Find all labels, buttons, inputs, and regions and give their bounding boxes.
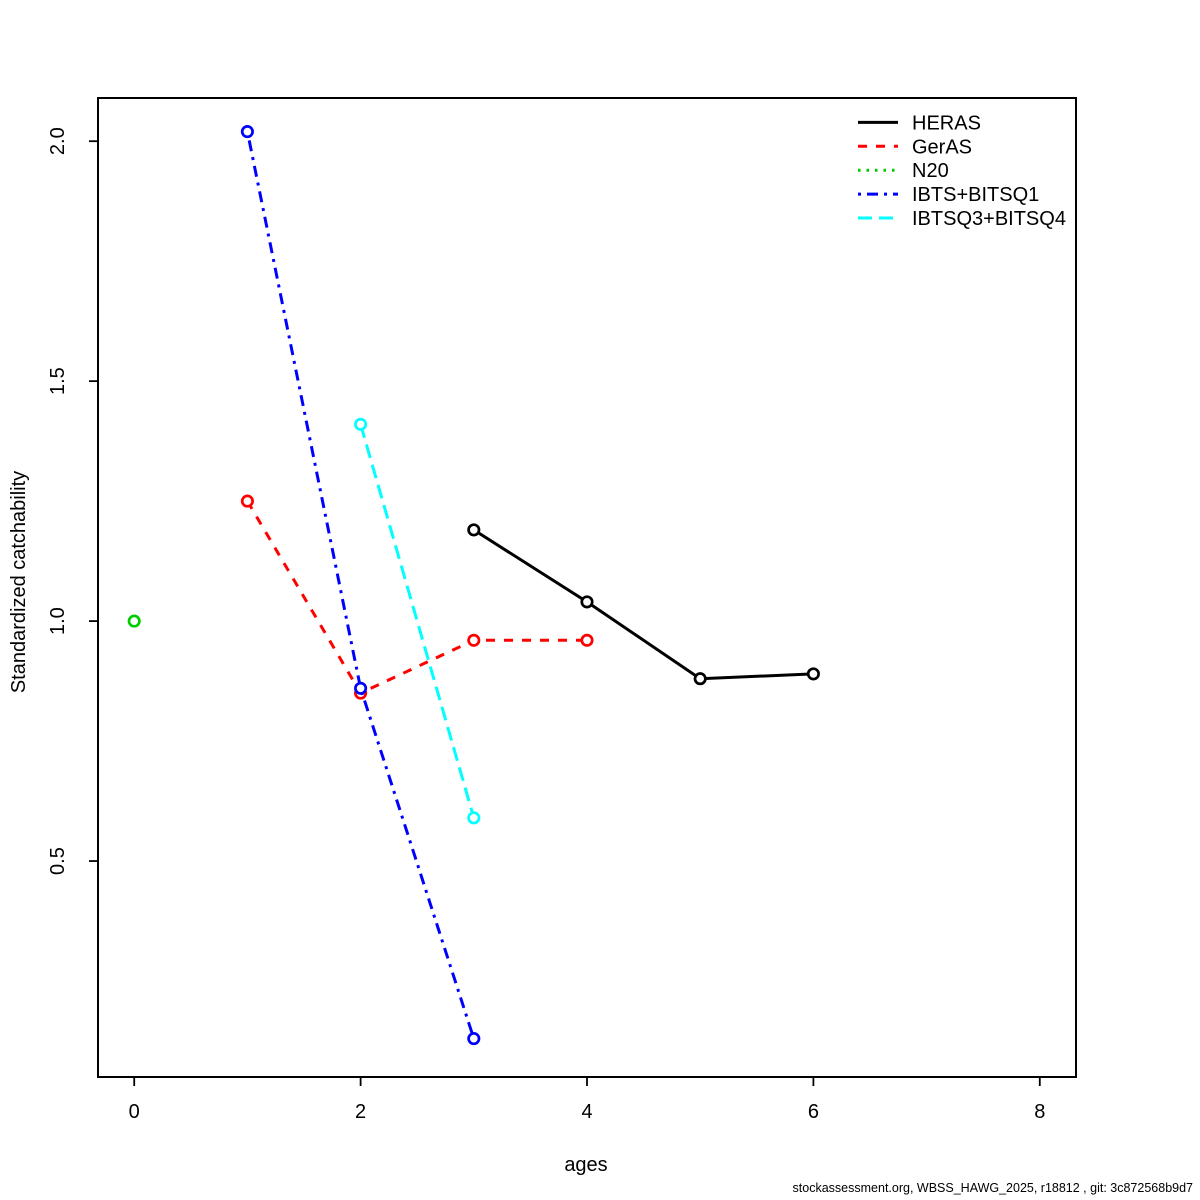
y-axis-label: Standardized catchability [8,471,30,693]
legend-label: IBTS+BITSQ1 [912,184,1039,206]
data-point-IBTS+BITSQ1 [240,125,254,139]
legend-label: GerAS [912,136,972,158]
footer-text: stockassessment.org, WBSS_HAWG_2025, r18… [793,1181,1193,1195]
x-axis-label: ages [564,1154,607,1176]
y-tick-label: 1.5 [47,367,69,395]
data-point-N20 [127,614,141,628]
series-line-GerAS [246,500,587,696]
x-tick-label: 0 [129,1101,140,1123]
series-line-IBTSQ3+BITSQ4 [359,423,476,819]
data-point-HERAS [693,672,707,686]
data-point-HERAS [467,523,481,537]
legend-label: N20 [912,160,949,182]
x-tick-label: 6 [808,1101,819,1123]
y-tick-label: 2.0 [47,127,69,155]
x-axis-ticks: 0 2 4 6 8 [129,1077,1045,1123]
legend-label: IBTSQ3+BITSQ4 [912,208,1066,230]
data-point-GerAS [240,494,254,508]
y-axis-ticks: 0.5 1.0 1.5 2.0 [47,127,98,875]
data-point-IBTSQ3+BITSQ4 [354,417,368,431]
x-tick-label: 8 [1034,1101,1045,1123]
data-point-GerAS [580,633,594,647]
plot-border [97,97,1077,1078]
y-tick-label: 1.0 [47,607,69,635]
series-lines [127,125,820,1046]
data-point-IBTSQ3+BITSQ4 [467,811,481,825]
data-point-HERAS [806,667,820,681]
series-line-HERAS [472,528,814,681]
legend-label: HERAS [912,112,981,134]
series-line-IBTS+BITSQ1 [245,131,476,1040]
data-point-HERAS [580,595,594,609]
x-tick-label: 2 [355,1101,366,1123]
data-point-IBTS+BITSQ1 [354,681,368,695]
data-point-IBTS+BITSQ1 [467,1032,481,1046]
x-tick-label: 4 [581,1101,592,1123]
y-tick-label: 0.5 [47,847,69,875]
data-point-GerAS [467,633,481,647]
